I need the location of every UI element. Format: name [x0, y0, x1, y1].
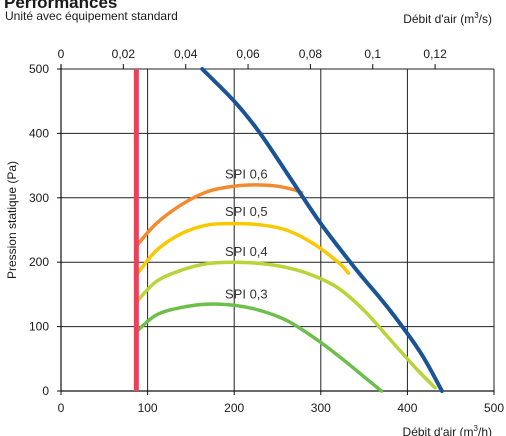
x2-tick-label: 0	[58, 47, 65, 61]
x-tick-label: 0	[58, 401, 65, 415]
x2-tick-label: 0,12	[423, 47, 447, 61]
series-line-spi-0-6	[134, 183, 304, 248]
y-tick-label: 500	[29, 62, 49, 76]
x-tick-label: 100	[138, 401, 158, 415]
x2-tick-label: 0,1	[364, 47, 381, 61]
fan-curve-line	[200, 67, 444, 393]
chart-title: Performances	[4, 0, 118, 12]
y-tick-label: 300	[29, 191, 49, 205]
x-tick-label: 200	[224, 401, 244, 415]
y-tick-label: 100	[29, 320, 49, 334]
series-label: SPI 0,4	[225, 244, 268, 259]
series-label: SPI 0,3	[225, 286, 268, 301]
x-tick-label: 500	[484, 401, 504, 415]
series-line-spi-0-4	[134, 260, 437, 390]
y-tick-label: 200	[29, 255, 49, 269]
x2-tick-label: 0,08	[299, 47, 323, 61]
x2-tick-label: 0,06	[236, 47, 260, 61]
y-tick-label: 400	[29, 126, 49, 140]
series-line-spi-0-5	[134, 221, 351, 277]
x-tick-label: 400	[397, 401, 417, 415]
x-tick-label: 300	[311, 401, 331, 415]
series-label: SPI 0,5	[225, 204, 268, 219]
chart-subtitle: Unité avec équipement standard	[5, 9, 178, 23]
x2-tick-label: 0,04	[174, 47, 198, 61]
y-axis-title: Pression statique (Pa)	[5, 161, 19, 279]
x2-tick-label: 0,02	[112, 47, 136, 61]
top-axis-title: Débit d'air (m3/s)	[403, 11, 492, 26]
x-axis-title: Débit d'air (m3/h)	[402, 424, 492, 436]
series-line-spi-0-3	[134, 302, 384, 393]
series-label: SPI 0,6	[225, 166, 268, 181]
y-tick-label: 0	[42, 384, 49, 398]
